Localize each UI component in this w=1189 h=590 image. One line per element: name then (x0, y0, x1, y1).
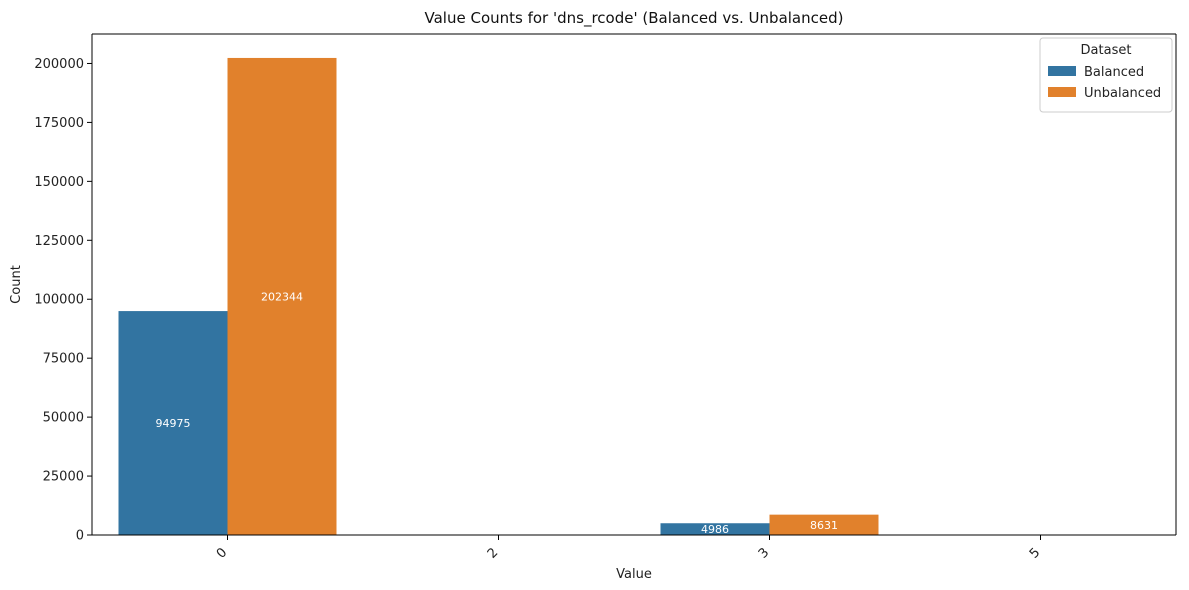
y-tick-label: 175000 (34, 116, 84, 131)
legend-swatch-unbalanced (1048, 87, 1076, 97)
legend-label-balanced: Balanced (1084, 65, 1144, 80)
bar-unbalanced-0 (227, 57, 337, 535)
y-tick-label: 125000 (34, 234, 84, 249)
bar-balanced-0 (118, 311, 228, 535)
x-tick-label: 0 (214, 545, 230, 561)
x-axis: 0 2 3 5 (92, 534, 1176, 562)
bar-unbalanced-3 (769, 514, 879, 535)
legend-title: Dataset (1081, 43, 1132, 58)
y-axis-label: Count (9, 265, 24, 304)
legend-label-unbalanced: Unbalanced (1084, 86, 1161, 101)
data-label-balanced-3: 4986 (701, 523, 729, 536)
y-tick-label: 150000 (34, 175, 84, 190)
y-axis: 0 25000 50000 75000 100000 125000 150000 175000… (34, 34, 93, 544)
bar-balanced-3 (660, 523, 770, 535)
y-tick-label: 100000 (34, 293, 84, 308)
y-tick-label: 50000 (43, 411, 84, 426)
y-tick-label: 75000 (43, 352, 84, 367)
x-axis-label: Value (616, 567, 652, 582)
x-tick-label: 3 (756, 545, 772, 561)
y-tick-label: 25000 (43, 470, 84, 485)
y-tick-label: 0 (76, 529, 84, 544)
legend-swatch-balanced (1048, 66, 1076, 76)
x-tick-label: 2 (485, 545, 501, 561)
x-tick-label: 5 (1027, 545, 1043, 561)
data-label-unbalanced-0: 202344 (261, 290, 303, 303)
chart-title: Value Counts for 'dns_rcode' (Balanced v… (425, 9, 844, 28)
legend: Dataset Balanced Unbalanced (1039, 37, 1173, 113)
y-tick-label: 200000 (34, 57, 84, 72)
plot-area: 94975 202344 4986 8631 (92, 33, 1177, 536)
data-label-balanced-0: 94975 (156, 417, 191, 430)
data-label-unbalanced-3: 8631 (810, 519, 838, 532)
